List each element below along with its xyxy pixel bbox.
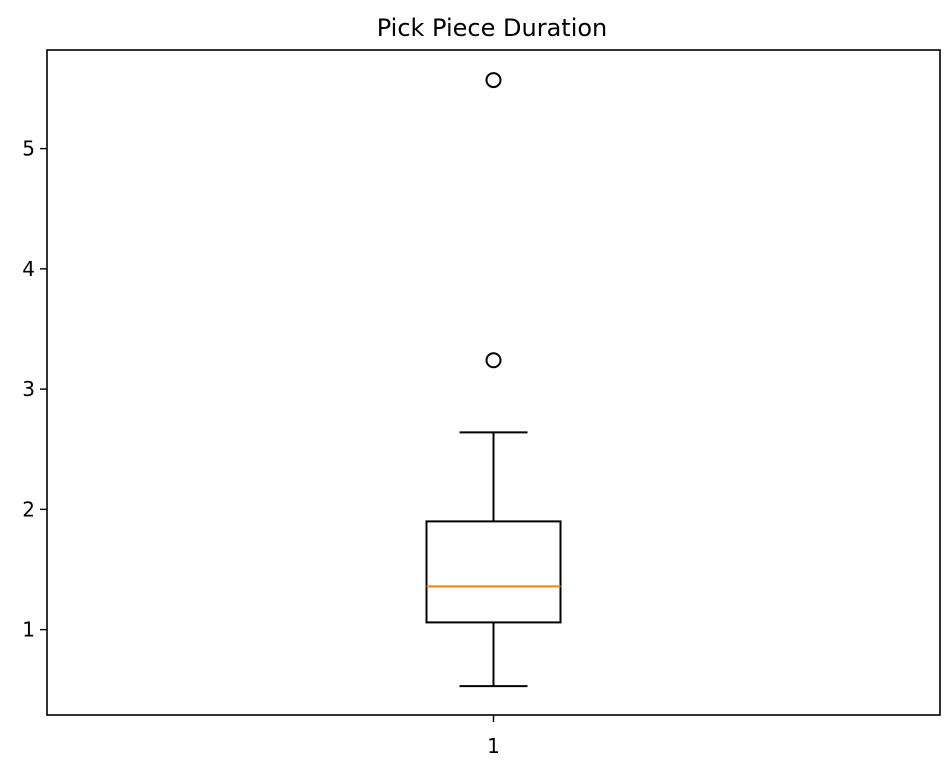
- outlier-point: [485, 72, 502, 89]
- plot-area: [46, 49, 941, 716]
- boxplot-marks: [425, 72, 562, 688]
- box-iqr: [425, 520, 562, 624]
- chart-title: Pick Piece Duration: [377, 14, 608, 42]
- y-axis: 1 2 3 4 5: [22, 137, 47, 642]
- y-tick-label: 4: [22, 257, 35, 281]
- y-tick-label: 3: [22, 377, 35, 401]
- x-axis: 1: [487, 715, 500, 758]
- y-tick-label: 1: [22, 618, 35, 642]
- outlier-point: [485, 352, 502, 369]
- y-tick-label: 5: [22, 137, 35, 161]
- x-tick-label: 1: [487, 734, 500, 758]
- y-tick-label: 2: [22, 497, 35, 521]
